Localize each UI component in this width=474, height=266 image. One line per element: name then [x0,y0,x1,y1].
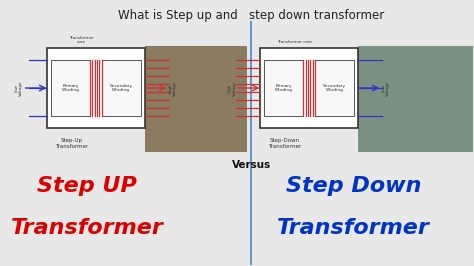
Text: Low
Voltage: Low Voltage [15,80,24,96]
Text: High
Voltage: High Voltage [228,80,237,96]
Text: Step UP: Step UP [37,176,137,196]
Text: Transformer
core: Transformer core [69,36,94,44]
Text: Transformer: Transformer [277,218,430,238]
Text: Transformer core: Transformer core [277,40,312,44]
FancyBboxPatch shape [315,60,354,116]
Text: High
Voltage: High Voltage [168,80,177,96]
Text: Secondary
Winding: Secondary Winding [110,84,133,92]
Text: Secondary
Winding: Secondary Winding [323,84,346,92]
Text: Step Down: Step Down [286,176,421,196]
FancyBboxPatch shape [47,48,145,128]
Text: Transformer: Transformer [10,218,164,238]
FancyBboxPatch shape [260,48,358,128]
Text: Step-Up
Transformer: Step-Up Transformer [55,138,88,149]
FancyBboxPatch shape [51,60,90,116]
Text: Step-Down
Transformer: Step-Down Transformer [268,138,301,149]
Text: Primary
Winding: Primary Winding [274,84,292,92]
Text: Versus: Versus [232,160,271,170]
FancyBboxPatch shape [145,46,247,152]
FancyBboxPatch shape [264,60,303,116]
FancyBboxPatch shape [358,46,474,152]
Text: Primary
Winding: Primary Winding [62,84,80,92]
Text: Low
Voltage: Low Voltage [382,80,390,96]
FancyBboxPatch shape [102,60,141,116]
Text: What is Step up and   step down transformer: What is Step up and step down transforme… [118,9,384,22]
